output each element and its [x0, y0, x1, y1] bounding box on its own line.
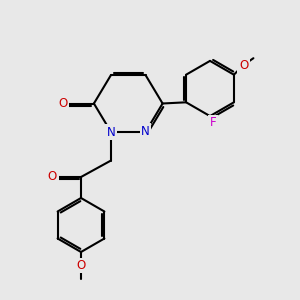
Text: O: O: [58, 97, 68, 110]
Text: N: N: [106, 125, 116, 139]
Text: N: N: [141, 125, 150, 138]
Text: O: O: [48, 170, 57, 184]
Text: F: F: [210, 116, 216, 129]
Text: O: O: [239, 58, 248, 72]
Text: O: O: [76, 259, 85, 272]
